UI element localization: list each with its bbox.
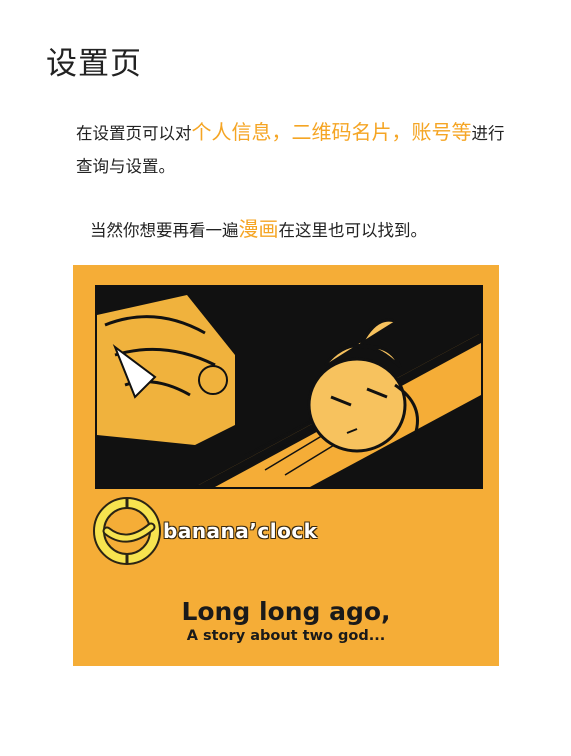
brand-logo: banana’clock xyxy=(93,497,318,565)
intro-text-2: 进行查询与设置。 xyxy=(76,124,505,176)
intro-highlight: 个人信息，二维码名片，账号等 xyxy=(191,120,472,144)
browse-text-2: 在这里也可以找到。 xyxy=(278,221,428,240)
intro-paragraph: 在设置页可以对个人信息，二维码名片，账号等进行查询与设置。 xyxy=(76,116,516,183)
cover-headline: Long long ago, xyxy=(181,597,391,626)
browse-text-1: 当然你想要再看一遍 xyxy=(90,221,239,240)
browse-paragraph: 当然你想要再看一遍漫画在这里也可以找到。 xyxy=(90,213,427,242)
browse-highlight: 漫画 xyxy=(238,217,279,241)
page-title: 设置页 xyxy=(46,46,142,82)
brand-name: banana’clock xyxy=(163,519,318,543)
comic-panel-illustration xyxy=(95,285,483,489)
intro-text-1: 在设置页可以对 xyxy=(76,124,192,143)
cover-subline: A story about two god... xyxy=(186,628,386,644)
comic-cover-card[interactable]: banana’clock Long long ago, A story abou… xyxy=(73,265,499,666)
banana-clock-icon xyxy=(93,497,161,565)
